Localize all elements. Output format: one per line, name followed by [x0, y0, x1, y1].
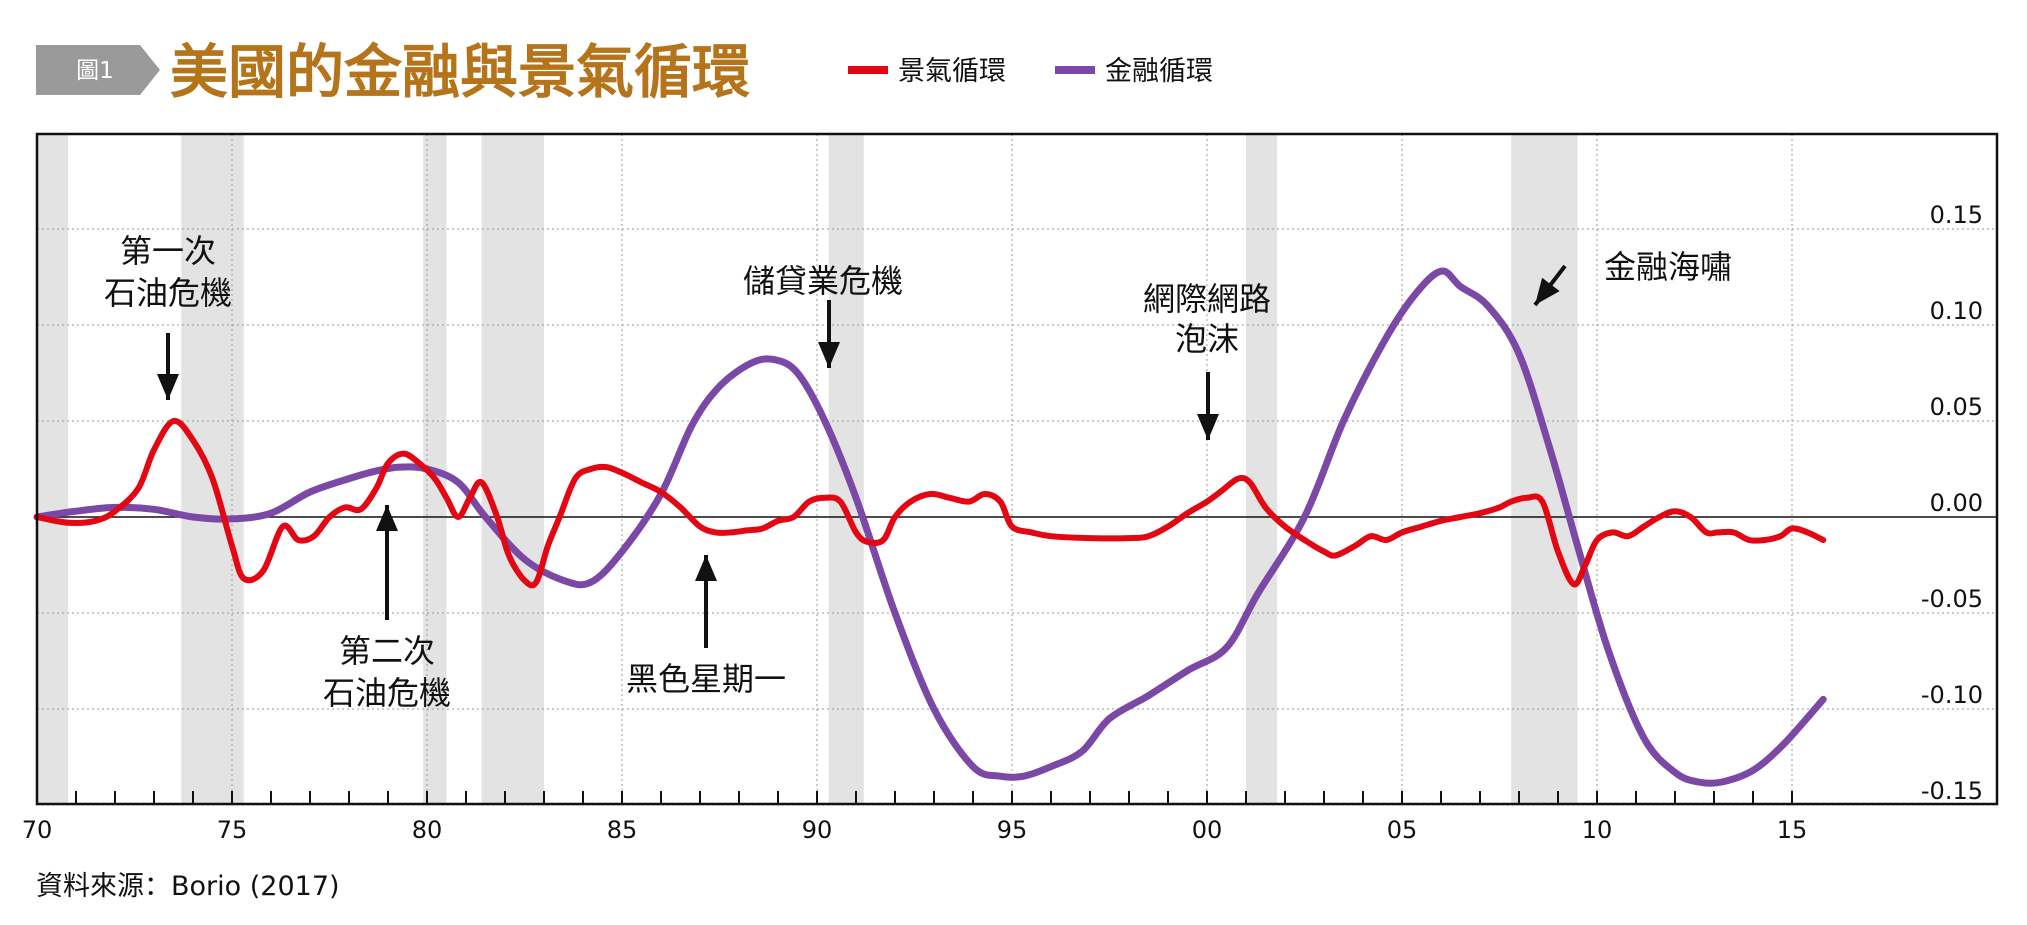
annotation-arrow-head-0: [157, 374, 179, 400]
annotation-3: 儲貸業危機: [743, 262, 903, 368]
plot-frame: [35, 132, 1999, 806]
legend: 景氣循環 金融循環: [848, 56, 1213, 87]
annotation-arrow-head-3: [818, 342, 840, 368]
annotation-text-3-0: 儲貸業危機: [743, 262, 903, 300]
annotation-arrow-head-2: [695, 555, 717, 581]
annotation-arrow-head-1: [376, 505, 398, 531]
annotation-text-5-0: 金融海嘯: [1604, 248, 1732, 286]
x-tick-label-75: 75: [217, 816, 248, 844]
x-tick-label-15: 15: [1777, 816, 1808, 844]
y-tick-label-4: -0.05: [1921, 585, 1983, 613]
y-tick-label-0: 0.15: [1930, 201, 1983, 229]
x-tick-label-95: 95: [997, 816, 1028, 844]
y-tick-label-5: -0.10: [1921, 681, 1983, 709]
annotation-arrow-head-5: [1535, 277, 1560, 305]
annotation-text-4-1: 泡沫: [1175, 320, 1239, 358]
figure-badge: 圖1: [36, 45, 160, 95]
figure-badge-shape: [36, 45, 160, 95]
recession-band-3: [481, 134, 544, 804]
recession-band-1: [181, 134, 244, 804]
x-tick-label-90: 90: [802, 816, 833, 844]
x-axis: 70 75 80 85 90 95 00 05 10 15: [22, 791, 1808, 844]
annotation-text-2-0: 黑色星期一: [626, 660, 786, 698]
annotation-text-1-1: 石油危機: [323, 674, 451, 712]
x-tick-label-00: 00: [1192, 816, 1223, 844]
source-note: 資料來源：Borio (2017): [36, 871, 340, 902]
plot-area: 70 75 80 85 90 95 00 05 10 15 0.15 0.10 0.05 0.00 -0.…: [22, 132, 1999, 844]
chart-title: 美國的金融與景氣循環: [170, 38, 750, 106]
y-tick-label-2: 0.05: [1930, 393, 1983, 421]
y-axis: 0.15 0.10 0.05 0.00 -0.05 -0.10 -0.15: [1921, 201, 1983, 805]
x-tick-label-10: 10: [1582, 816, 1613, 844]
y-tick-label-3: 0.00: [1930, 489, 1983, 517]
series-line-business: [34, 417, 1827, 589]
x-tick-label-85: 85: [607, 816, 638, 844]
x-tick-label-70: 70: [22, 816, 53, 844]
figure-badge-label: 圖1: [76, 58, 114, 84]
recession-bands: [37, 134, 1578, 804]
annotation-text-0-1: 石油危機: [104, 274, 232, 312]
series-line-financial: [33, 267, 1827, 787]
annotation-text-1-0: 第二次: [339, 632, 435, 670]
recession-band-0: [37, 134, 69, 804]
legend-label-financial: 金融循環: [1105, 56, 1213, 87]
annotation-5: 金融海嘯: [1533, 248, 1732, 307]
y-tick-label-6: -0.15: [1921, 777, 1983, 805]
annotation-arrow-head-4: [1197, 414, 1219, 440]
recession-band-6: [1511, 134, 1578, 804]
legend-label-business: 景氣循環: [898, 56, 1006, 87]
x-tick-label-80: 80: [412, 816, 443, 844]
x-tick-label-05: 05: [1387, 816, 1418, 844]
annotation-2: 黑色星期一: [626, 555, 786, 698]
y-tick-label-1: 0.10: [1930, 297, 1983, 325]
recession-band-5: [1246, 134, 1278, 804]
annotation-text-0-0: 第一次: [120, 232, 216, 270]
annotation-text-4-0: 網際網路: [1143, 280, 1271, 318]
